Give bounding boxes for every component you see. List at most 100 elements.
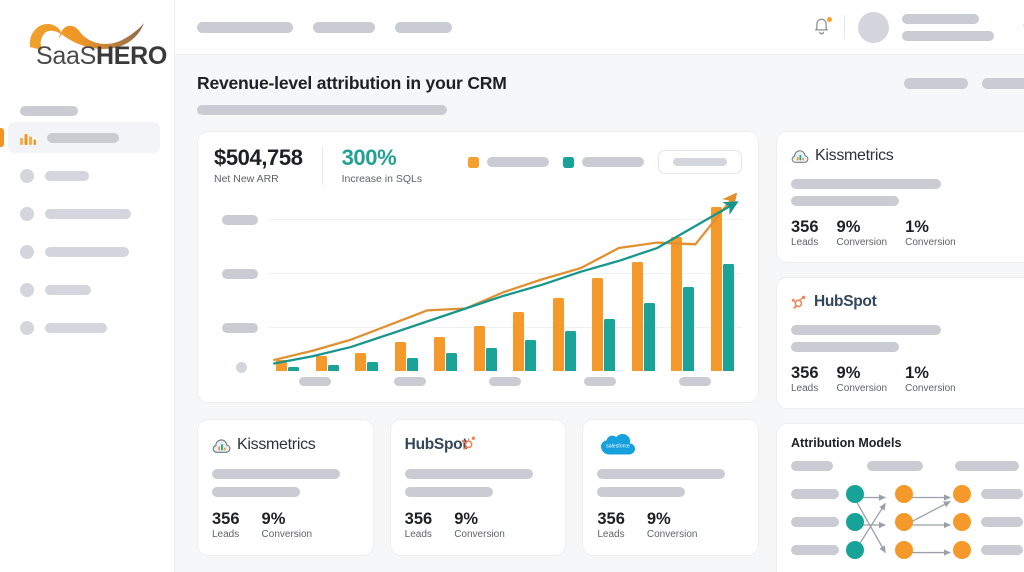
stat-value: 1% xyxy=(905,218,929,236)
x-tick xyxy=(552,371,647,393)
y-tick-pill xyxy=(222,268,258,279)
bar-orange[interactable] xyxy=(276,359,288,371)
bar-orange[interactable] xyxy=(394,342,406,371)
chart-card: $504,758 Net New ARR 300% Increase in SQ… xyxy=(197,131,759,403)
card-salesforce[interactable]: salesforce 356 Leads xyxy=(582,419,760,557)
bar-group[interactable] xyxy=(505,311,545,371)
sidebar-item-3[interactable] xyxy=(8,198,160,229)
sidebar-item-5[interactable] xyxy=(8,274,160,305)
gridline xyxy=(268,218,742,220)
bar-teal[interactable] xyxy=(367,361,379,371)
top-nav-item-1[interactable] xyxy=(197,21,293,33)
bar-orange[interactable] xyxy=(710,206,722,371)
bar-teal[interactable] xyxy=(604,319,616,371)
sidebar-item-4[interactable] xyxy=(8,236,160,267)
row-value-pill xyxy=(981,489,1023,500)
header-action-2[interactable] xyxy=(982,78,1024,89)
plot-area xyxy=(268,192,743,393)
legend-item-orange[interactable] xyxy=(468,156,549,168)
bar-teal[interactable] xyxy=(683,286,695,371)
attribution-diagram xyxy=(791,481,1023,572)
mid-node[interactable] xyxy=(895,485,913,504)
target-node[interactable] xyxy=(953,513,971,532)
bar-orange[interactable] xyxy=(513,311,525,371)
notification-bell-icon[interactable] xyxy=(812,16,833,37)
page-subtitle-pill xyxy=(197,105,447,115)
mid-node[interactable] xyxy=(895,513,913,532)
bar-group[interactable] xyxy=(703,206,743,371)
bar-group[interactable] xyxy=(545,297,585,371)
bar-orange[interactable] xyxy=(355,352,367,371)
avatar[interactable] xyxy=(858,11,889,43)
stat-leads: 356 Leads xyxy=(212,510,240,540)
sidebar-item-label xyxy=(45,208,131,219)
stat-label: Conversion xyxy=(905,237,956,249)
sidebar-item-2[interactable] xyxy=(8,160,160,191)
bar-teal[interactable] xyxy=(288,367,300,371)
brand-logo[interactable]: SaaSHERO xyxy=(0,0,174,86)
bar-teal[interactable] xyxy=(485,347,497,371)
stat-label: Conversion xyxy=(646,529,698,541)
mid-node[interactable] xyxy=(895,541,913,560)
bar-teal[interactable] xyxy=(327,365,339,371)
sidebar-item-6[interactable] xyxy=(8,312,160,343)
bar-teal[interactable] xyxy=(643,303,655,371)
sidebar-item-label xyxy=(45,170,89,181)
stat-value: 356 xyxy=(791,218,819,236)
card-header: salesforce xyxy=(597,433,744,457)
stat-value: 9% xyxy=(836,364,861,383)
target-node[interactable] xyxy=(953,485,971,504)
card-kissmetrics[interactable]: Kissmetrics 356 Leads xyxy=(197,419,374,557)
bar-group[interactable] xyxy=(268,359,308,371)
header-pill xyxy=(791,461,833,472)
top-nav-item-3[interactable] xyxy=(395,21,452,33)
source-node[interactable] xyxy=(846,513,864,532)
bar-teal[interactable] xyxy=(446,352,458,371)
bar-orange[interactable] xyxy=(315,356,327,371)
chart-filter-label-pill xyxy=(673,158,727,166)
card-stats: 356 Leads 9% Conversion 1% Conversion xyxy=(791,364,1019,394)
right-card-kissmetrics[interactable]: Kissmetrics 356 Leads 9% xyxy=(776,131,1024,264)
kissmetrics-cloud-bars-icon xyxy=(791,150,809,163)
placeholder-line xyxy=(404,469,533,479)
right-card-hubspot[interactable]: HubSpot 356 Leads 9% xyxy=(776,277,1024,410)
bar-orange[interactable] xyxy=(631,262,643,371)
stat-value: 356 xyxy=(597,510,625,528)
bar-teal[interactable] xyxy=(406,358,418,371)
legend-item-teal[interactable] xyxy=(563,156,644,168)
target-node[interactable] xyxy=(953,541,971,560)
header-pill xyxy=(867,461,923,472)
card-placeholder-lines xyxy=(791,325,1019,353)
card-hubspot[interactable]: HubSpot xyxy=(389,419,567,557)
bar-group[interactable] xyxy=(308,356,348,371)
bar-group[interactable] xyxy=(624,262,664,371)
bar-orange[interactable] xyxy=(434,336,446,371)
bar-orange[interactable] xyxy=(552,297,564,371)
bar-teal[interactable] xyxy=(564,331,576,371)
card-placeholder-lines xyxy=(791,179,1019,206)
stat-value: 9% xyxy=(454,510,479,528)
card-brand-name: Kissmetrics xyxy=(237,436,316,453)
bar-group[interactable] xyxy=(347,352,387,371)
header-action-1[interactable] xyxy=(904,78,968,89)
bar-group[interactable] xyxy=(387,342,427,371)
bar-group[interactable] xyxy=(466,326,506,371)
bar-teal[interactable] xyxy=(722,263,734,371)
top-nav-item-2[interactable] xyxy=(313,21,375,33)
legend-swatch-orange xyxy=(468,156,479,168)
bar-group[interactable] xyxy=(584,278,624,371)
source-node[interactable] xyxy=(846,485,864,504)
page-subtitle xyxy=(197,105,1024,115)
stat-label: Net New ARR xyxy=(214,172,279,185)
bar-group[interactable] xyxy=(426,336,466,371)
bar-teal[interactable] xyxy=(525,340,537,371)
logo-text-hero: HERO xyxy=(95,42,167,70)
bar-orange[interactable] xyxy=(473,326,485,371)
bar-orange[interactable] xyxy=(671,237,683,371)
bar-orange[interactable] xyxy=(592,278,604,371)
sidebar-item-analytics[interactable] xyxy=(0,122,160,153)
chart-filter-button[interactable] xyxy=(658,150,742,174)
source-node[interactable] xyxy=(846,541,864,560)
bar-group[interactable] xyxy=(663,237,703,371)
stat-leads: 356 Leads xyxy=(405,510,433,540)
